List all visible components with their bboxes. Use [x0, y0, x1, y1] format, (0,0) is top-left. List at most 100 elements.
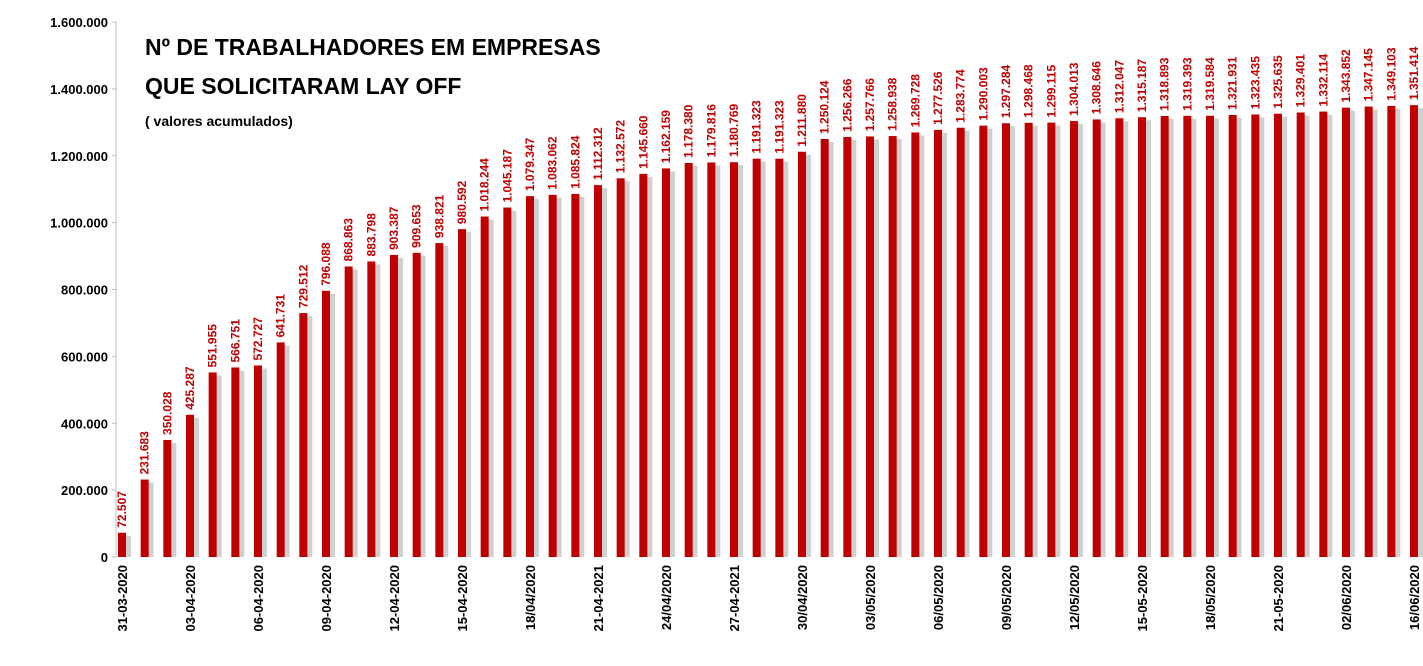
- bar: [208, 372, 217, 557]
- value-label: 1.298.468: [1022, 64, 1036, 118]
- value-label: 1.083.062: [546, 136, 560, 190]
- y-tick-label: 1.600.000: [50, 15, 108, 30]
- bar: [526, 196, 534, 557]
- value-label: 1.277.526: [931, 71, 945, 125]
- bar: [1024, 122, 1033, 557]
- bar: [1319, 111, 1328, 558]
- y-tick-label: 1.200.000: [50, 149, 108, 164]
- bar: [616, 178, 625, 557]
- bar: [1070, 120, 1078, 558]
- y-tick-label: 200.000: [61, 483, 108, 498]
- x-tick-label: 12/05/2020: [1067, 565, 1082, 630]
- value-label: 1.112.312: [591, 127, 605, 180]
- bar: [276, 342, 285, 557]
- value-label: 1.299.115: [1044, 65, 1058, 118]
- bar: [1274, 113, 1282, 558]
- bar: [866, 136, 874, 557]
- x-tick-label: 06-04-2020: [251, 565, 266, 632]
- bar: [934, 129, 942, 557]
- bar: [1092, 119, 1101, 557]
- bar: [1047, 122, 1056, 557]
- bar: [662, 168, 670, 558]
- bar: [186, 414, 194, 557]
- value-label: 903.387: [387, 206, 401, 250]
- x-tick-label: 06/05/2020: [931, 565, 946, 630]
- value-label: 572.727: [251, 317, 265, 361]
- bar: [1115, 118, 1124, 557]
- value-label: 980.592: [455, 180, 469, 224]
- bar: [1410, 105, 1418, 557]
- x-tick-label: 30/04/2020: [795, 565, 810, 630]
- value-label: 1.351.414: [1407, 46, 1421, 100]
- value-label: 1.332.114: [1316, 54, 1330, 107]
- value-label: 1.257.766: [863, 78, 877, 132]
- bar: [1342, 107, 1350, 558]
- value-label: 1.283.774: [954, 69, 968, 123]
- bar: [254, 365, 262, 557]
- chart-title: QUE SOLICITARAM LAY OFF: [145, 73, 461, 99]
- bar: [979, 125, 988, 558]
- value-label: 231.683: [138, 431, 152, 475]
- bar: [118, 532, 126, 557]
- x-tick-label: 27-04-2021: [727, 565, 742, 632]
- x-tick-label: 24/04/2020: [659, 565, 674, 630]
- value-label: 1.258.938: [886, 77, 900, 131]
- value-label: 729.512: [296, 264, 310, 308]
- value-label: 938.821: [432, 194, 446, 238]
- bar: [548, 194, 557, 558]
- value-label: 1.018.244: [478, 158, 492, 212]
- value-label: 1.297.284: [999, 65, 1013, 119]
- bar: [163, 439, 172, 557]
- value-label: 1.079.347: [523, 137, 537, 191]
- x-tick-label: 15-05-2020: [1135, 565, 1150, 632]
- value-label: 1.256.266: [840, 78, 854, 132]
- value-label: 1.319.393: [1180, 57, 1194, 111]
- bar: [1002, 123, 1010, 557]
- value-label: 1.162.159: [659, 110, 673, 164]
- chart-title: Nº DE TRABALHADORES EM EMPRESAS: [145, 34, 601, 60]
- bar: [1183, 115, 1192, 557]
- value-label: 1.191.323: [772, 100, 786, 154]
- bar: [231, 367, 240, 557]
- bar: [1160, 115, 1169, 558]
- bar: [639, 173, 648, 558]
- bar: [435, 243, 444, 557]
- bar: [140, 479, 149, 557]
- value-label: 1.329.401: [1294, 54, 1308, 108]
- y-tick-label: 1.000.000: [50, 216, 108, 231]
- value-label: 1.132.572: [614, 120, 628, 174]
- chart-subtitle: ( valores acumulados): [145, 113, 293, 129]
- bar: [1138, 117, 1146, 557]
- value-label: 551.955: [206, 324, 220, 368]
- bar: [820, 138, 829, 557]
- value-label: 1.211.880: [795, 94, 809, 147]
- value-label: 1.321.931: [1226, 56, 1240, 110]
- value-label: 1.178.380: [682, 104, 696, 158]
- value-label: 72.507: [115, 491, 129, 528]
- x-tick-label: 21-05-2020: [1271, 565, 1286, 632]
- bar: [412, 252, 421, 557]
- bar: [571, 193, 580, 557]
- bar: [1296, 112, 1305, 557]
- bar: [707, 162, 716, 557]
- value-label: 1.325.635: [1271, 55, 1285, 109]
- bar: [752, 158, 761, 557]
- value-label: 1.347.145: [1362, 48, 1376, 102]
- value-label: 1.318.893: [1158, 57, 1172, 111]
- x-tick-label: 12-04-2020: [387, 565, 402, 632]
- bar: [480, 216, 489, 557]
- value-label: 796.088: [319, 242, 333, 286]
- bar: [1387, 105, 1396, 558]
- x-tick-label: 09-04-2020: [319, 565, 334, 632]
- value-label: 425.287: [183, 366, 197, 410]
- bar: [1206, 115, 1214, 557]
- x-tick-label: 03-04-2020: [183, 565, 198, 632]
- value-label: 883.798: [364, 213, 378, 257]
- x-tick-label: 09/05/2020: [999, 565, 1014, 630]
- value-label: 1.179.816: [704, 104, 718, 158]
- value-label: 1.312.047: [1112, 60, 1126, 114]
- y-tick-label: 800.000: [61, 283, 108, 298]
- value-label: 1.085.824: [568, 135, 582, 189]
- value-label: 350.028: [160, 391, 174, 435]
- x-tick-label: 31-03-2020: [115, 565, 130, 632]
